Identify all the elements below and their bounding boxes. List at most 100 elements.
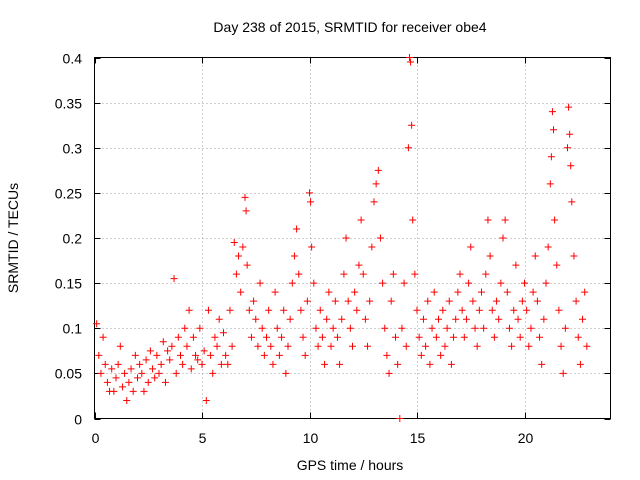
data-point <box>242 207 250 215</box>
data-point <box>196 324 204 332</box>
data-point <box>123 396 131 404</box>
data-point <box>321 360 329 368</box>
data-point <box>187 365 195 373</box>
data-point <box>346 324 354 332</box>
data-point <box>435 315 442 323</box>
data-point <box>493 297 501 305</box>
data-point <box>567 162 575 170</box>
x-tick-label: 10 <box>303 430 319 446</box>
data-point <box>531 252 539 260</box>
data-point <box>209 369 217 377</box>
data-point <box>557 342 565 350</box>
data-point <box>312 324 320 332</box>
data-point <box>342 234 350 242</box>
data-point <box>467 243 475 251</box>
data-point <box>450 333 458 341</box>
data-point <box>239 243 247 251</box>
data-point <box>230 239 238 247</box>
data-point <box>194 356 202 364</box>
data-point <box>559 369 567 377</box>
x-tick-label: 15 <box>410 430 426 446</box>
data-point <box>151 374 159 382</box>
data-point <box>574 333 582 341</box>
data-points <box>93 54 591 422</box>
data-point <box>372 180 380 188</box>
data-point <box>228 342 236 350</box>
y-tick-label: 0.05 <box>55 366 82 382</box>
data-point <box>166 356 174 364</box>
data-point <box>488 306 496 314</box>
data-point <box>469 297 477 305</box>
data-point <box>232 270 240 278</box>
data-point <box>213 342 221 350</box>
data-point <box>207 351 215 359</box>
data-point <box>215 315 223 323</box>
data-point <box>198 360 206 368</box>
data-point <box>441 342 449 350</box>
data-point <box>252 315 260 323</box>
data-point <box>226 306 234 314</box>
data-point <box>340 270 348 278</box>
y-tick-label: 0.35 <box>55 96 82 112</box>
data-point <box>338 315 346 323</box>
data-point <box>241 193 249 201</box>
data-point <box>329 324 337 332</box>
data-point <box>153 351 161 359</box>
data-point <box>200 347 208 355</box>
data-point <box>95 351 103 359</box>
data-point <box>379 279 387 287</box>
data-point <box>314 342 322 350</box>
data-point <box>159 338 167 346</box>
data-point <box>269 360 277 368</box>
y-tick-label: 0.15 <box>55 276 82 292</box>
data-point <box>523 306 531 314</box>
data-point <box>134 374 141 382</box>
data-point <box>116 342 124 350</box>
data-point <box>462 315 470 323</box>
data-point <box>310 279 318 287</box>
data-point <box>331 297 339 305</box>
data-point <box>267 342 275 350</box>
data-point <box>222 351 230 359</box>
data-point <box>564 144 571 152</box>
data-point <box>254 342 262 350</box>
data-point <box>353 306 361 314</box>
data-point <box>480 324 488 332</box>
data-point <box>192 351 200 359</box>
data-point <box>484 216 492 224</box>
data-point <box>447 360 455 368</box>
data-point <box>220 329 227 337</box>
data-point <box>136 360 144 368</box>
data-point <box>415 333 423 341</box>
x-tick-label: 5 <box>199 430 207 446</box>
data-point <box>118 383 126 391</box>
y-tick-label: 0.3 <box>63 141 83 157</box>
data-point <box>318 333 326 341</box>
data-point <box>316 306 324 314</box>
data-point <box>402 342 410 350</box>
data-point <box>376 234 384 242</box>
y-tick-labels: 0 0.05 0.1 0.15 0.2 0.25 0.3 0.35 0.4 <box>55 51 82 428</box>
data-point <box>417 351 425 359</box>
y-tick-label: 0.25 <box>55 186 82 202</box>
data-point <box>497 279 505 287</box>
data-point <box>155 369 163 377</box>
data-point <box>260 351 268 359</box>
data-point <box>400 279 408 287</box>
data-point <box>546 180 554 188</box>
data-point <box>392 333 399 341</box>
data-point <box>366 297 374 305</box>
data-point <box>544 243 552 251</box>
data-point <box>177 351 184 359</box>
data-point <box>93 320 101 328</box>
data-point <box>217 360 225 368</box>
data-point <box>551 216 559 224</box>
data-point <box>103 378 111 386</box>
data-point <box>482 270 490 278</box>
data-point <box>127 365 135 373</box>
data-point <box>389 270 397 278</box>
data-point <box>501 216 509 224</box>
data-point <box>344 297 352 305</box>
data-point <box>490 333 498 341</box>
data-point <box>452 315 460 323</box>
